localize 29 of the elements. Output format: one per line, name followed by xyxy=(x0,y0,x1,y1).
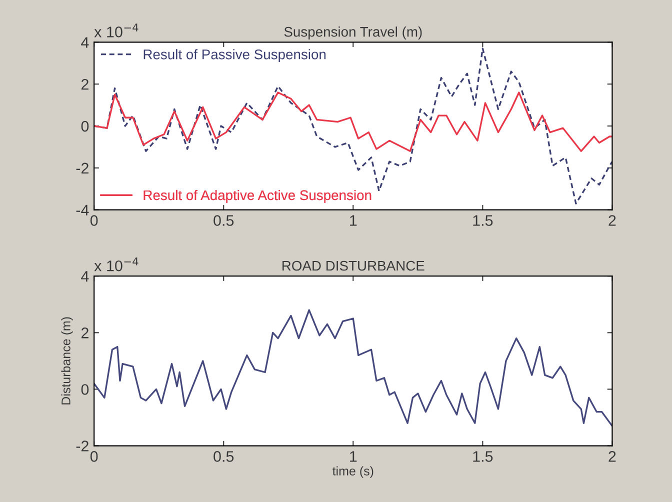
x-tick-label: 1 xyxy=(350,215,357,226)
legend-label: Result of Passive Suspension xyxy=(144,49,326,62)
x-tick-label: 1.5 xyxy=(473,451,493,462)
line-series xyxy=(94,92,612,152)
y-tick-label: 0 xyxy=(81,384,89,395)
x-tick-label: 0.5 xyxy=(214,451,234,462)
y-tick-label: -4 xyxy=(76,204,89,216)
y-tick-label: -2 xyxy=(76,440,88,452)
x-tick-label: 0 xyxy=(90,451,98,462)
x-tick-label: 0 xyxy=(90,215,98,226)
y-tick-label: 2 xyxy=(81,78,88,90)
y-tick-label: 0 xyxy=(81,120,89,132)
x-tick-label: 0.5 xyxy=(214,215,234,226)
y-tick-label: -2 xyxy=(76,162,88,174)
x-tick-label: 2 xyxy=(608,451,616,462)
chart-title: ROAD DISTURBANCE xyxy=(282,260,424,271)
x-tick-label: 1 xyxy=(350,451,357,462)
chart-title: Suspension Travel (m) xyxy=(284,26,422,40)
y-tick-label: 2 xyxy=(81,328,88,338)
y-axis-title: Disturbance (m) xyxy=(61,317,73,404)
text: x 10$^{−4}$ xyxy=(94,24,138,38)
legend-label: Result of Adaptive Active Suspension xyxy=(144,190,372,203)
x-tick-label: 2 xyxy=(608,215,616,226)
x-axis-title: time (s) xyxy=(332,466,374,478)
y-tick-label: 4 xyxy=(81,271,89,282)
x-tick-label: 1.5 xyxy=(473,215,493,226)
text: x 10$^{−4}$ xyxy=(94,257,138,272)
line-series xyxy=(94,309,612,427)
y-tick-label: 4 xyxy=(81,37,89,48)
